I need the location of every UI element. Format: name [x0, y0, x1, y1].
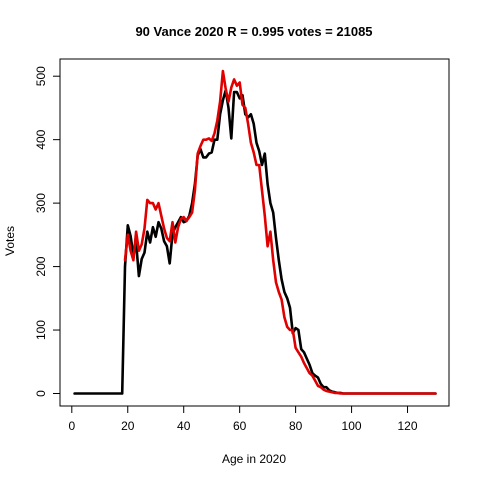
y-tick-label: 500 — [34, 66, 48, 86]
y-axis-label: Votes — [3, 226, 17, 256]
x-tick-label: 20 — [121, 419, 135, 433]
chart-title: 90 Vance 2020 R = 0.995 votes = 21085 — [135, 24, 372, 39]
x-tick-label: 60 — [233, 419, 247, 433]
y-tick-label: 100 — [34, 320, 48, 340]
plot-frame — [59, 58, 450, 407]
y-tick-label: 0 — [34, 390, 48, 397]
series-line-2 — [123, 69, 437, 395]
y-tick-label: 400 — [34, 129, 48, 149]
axis-ticks: 0 20 40 60 80 100 120 0 100 200 300 400 500 — [34, 66, 418, 433]
y-tick-label: 300 — [34, 193, 48, 213]
x-tick-label: 100 — [342, 419, 362, 433]
series-lines — [73, 69, 437, 395]
x-tick-label: 80 — [289, 419, 303, 433]
x-tick-label: 40 — [177, 419, 191, 433]
x-tick-label: 0 — [68, 419, 75, 433]
x-tick-label: 120 — [398, 419, 418, 433]
x-axis-label: Age in 2020 — [222, 452, 286, 466]
y-tick-label: 200 — [34, 256, 48, 276]
